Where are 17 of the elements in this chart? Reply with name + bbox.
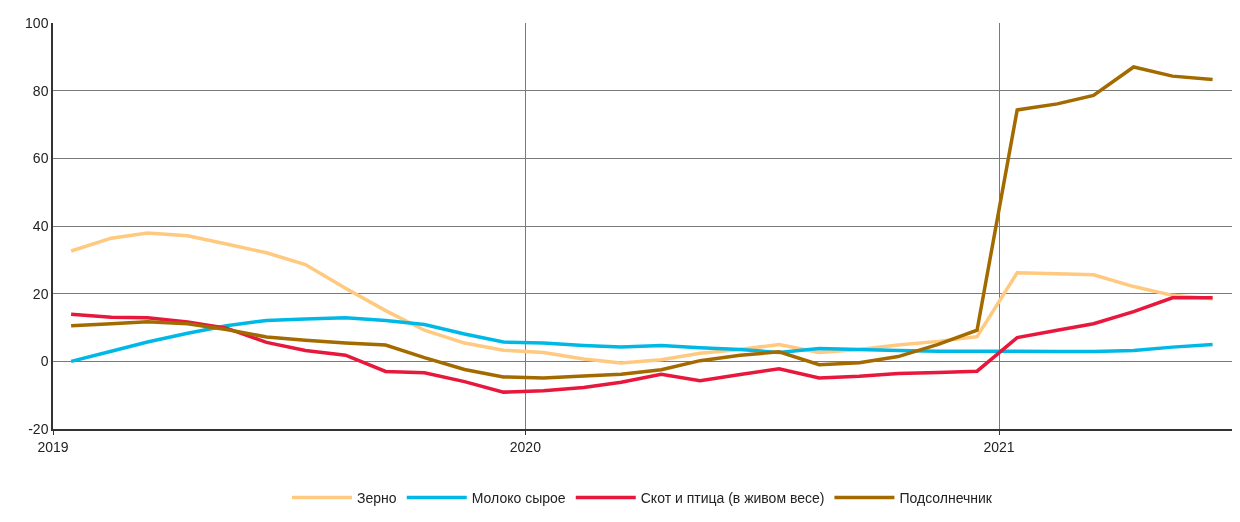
x-tick-label: 2019 — [37, 438, 69, 455]
line-series — [69, 295, 1215, 394]
legend-label: Зерно — [357, 489, 397, 506]
legend-label: Подсолнечник — [899, 489, 993, 506]
y-tick-label: 100 — [25, 14, 49, 31]
y-tick-label: 80 — [32, 82, 49, 99]
y-tick-label: 60 — [32, 150, 49, 167]
y-tick-label: 20 — [32, 285, 49, 302]
legend-label: Скот и птица (в живом весе) — [640, 489, 825, 506]
y-tick-label: 40 — [32, 217, 49, 234]
line-series — [69, 65, 1215, 380]
x-tick-label: 2020 — [509, 438, 542, 455]
y-tick-label: 0 — [40, 353, 49, 370]
line-series — [69, 315, 1215, 364]
x-tick-label: 2021 — [983, 438, 1015, 455]
y-tick-label: -20 — [28, 420, 49, 437]
legend-label: Молоко сырое — [471, 489, 566, 506]
